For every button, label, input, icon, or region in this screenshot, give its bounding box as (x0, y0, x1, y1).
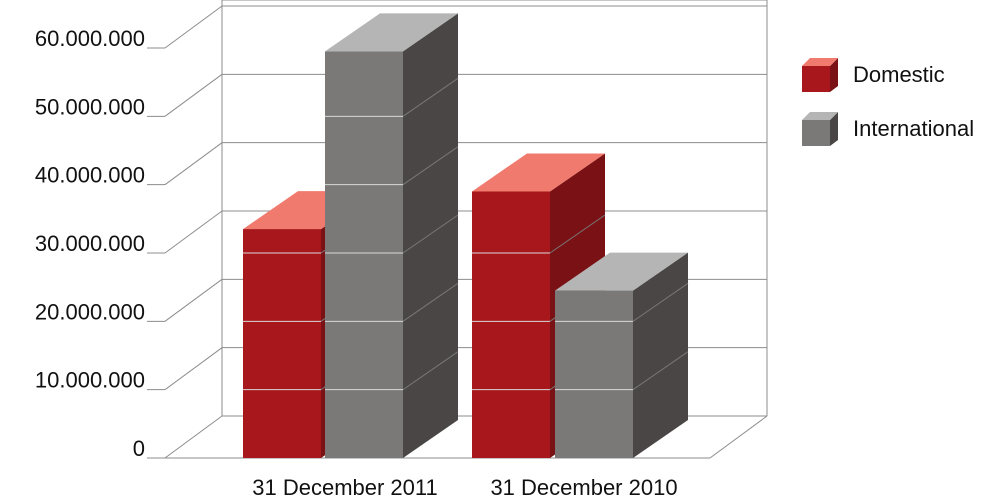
bar-segment-line (402, 282, 459, 322)
bar-segment-line (402, 77, 459, 117)
legend-label: Domestic (853, 62, 945, 87)
legend-label: International (853, 116, 974, 141)
y-tick-label: 20.000.000 (35, 299, 145, 324)
gridline-side (164, 210, 223, 254)
x-axis: 31 December 2011 31 December 2010 (252, 475, 677, 500)
legend-swatch-international (802, 112, 838, 146)
bar-top-face (325, 13, 458, 52)
legend-swatch-front (802, 66, 830, 92)
legend-swatch-domestic (802, 58, 838, 92)
bar-segment-line (632, 282, 689, 322)
y-tick-label: 50.000.000 (35, 94, 145, 119)
bar-front-face (555, 290, 633, 458)
legend-swatch-side (830, 112, 838, 146)
x-tick-label: 31 December 2010 (490, 475, 677, 500)
y-tick-label: 30.000.000 (35, 231, 145, 256)
floor-right-edge (709, 415, 768, 459)
y-axis: 0 10.000.000 20.000.000 30.000.000 40.000.00… (35, 26, 165, 461)
bar-international-2 (555, 252, 689, 458)
bar-segment-line (549, 214, 606, 254)
bar-side-face (403, 13, 458, 459)
bar-front-face (243, 229, 321, 458)
bar-top-face (555, 252, 688, 291)
gridline-side (164, 347, 223, 391)
legend-swatch-top (802, 112, 838, 120)
bar-segment-line (632, 351, 689, 391)
x-tick-label: 31 December 2011 (252, 475, 438, 500)
bar-segment-line (402, 146, 459, 186)
legend-swatch-top (802, 58, 838, 66)
gridline-side (164, 73, 223, 117)
y-tick-label: 60.000.000 (35, 26, 145, 51)
gridline-side (164, 5, 223, 49)
bar-front-face (472, 191, 550, 458)
bar-international-1 (325, 13, 459, 459)
gridline-side (164, 142, 223, 186)
legend-swatch-side (830, 58, 838, 92)
y-tick-label: 10.000.000 (35, 368, 145, 393)
legend: Domestic International (802, 58, 974, 146)
bars (243, 13, 689, 459)
bar-segment-line (402, 214, 459, 254)
legend-item-international: International (802, 112, 974, 146)
legend-swatch-front (802, 120, 830, 146)
y-tick-label: 40.000.000 (35, 163, 145, 188)
legend-item-domestic: Domestic (802, 58, 945, 92)
gridline-side (164, 415, 223, 459)
bar-segment-line (402, 351, 459, 391)
bar-front-face (325, 51, 403, 459)
gridline-side (164, 278, 223, 322)
y-tick-label: 0 (133, 436, 145, 461)
bar-side-face (633, 252, 688, 458)
bar-top-face (472, 153, 605, 192)
